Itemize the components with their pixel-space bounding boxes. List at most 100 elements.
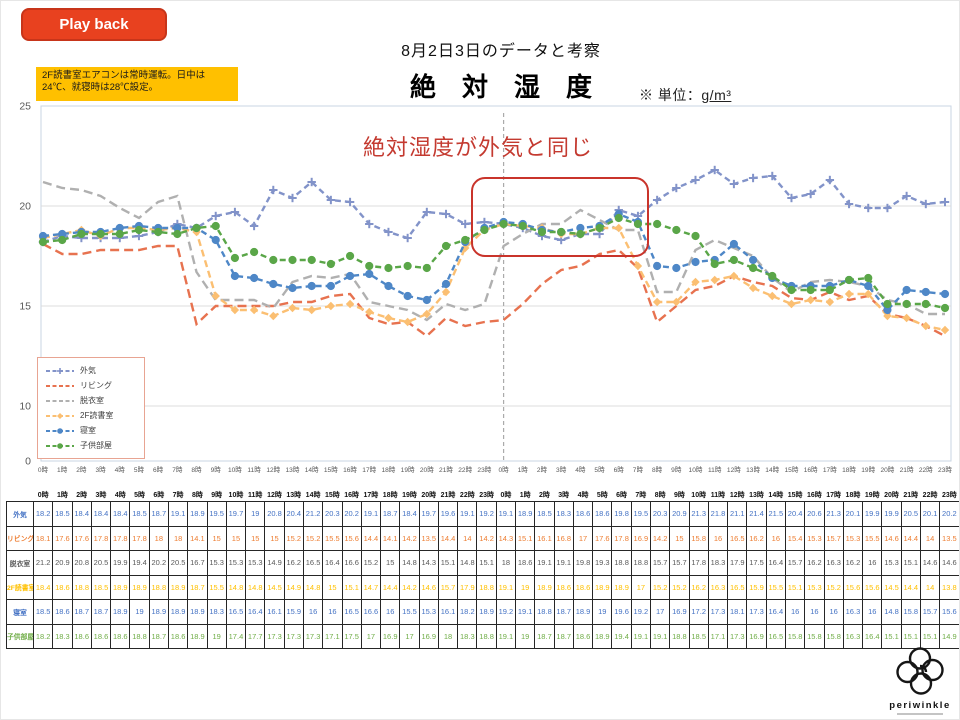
table-cell: 18.6 — [71, 623, 92, 649]
table-cell: 15.2 — [669, 574, 690, 600]
table-cell: 16.2 — [283, 550, 304, 576]
marker — [288, 283, 297, 293]
table-row-label: 子供部屋 — [6, 623, 34, 649]
x-tick-label: 8時 — [652, 466, 663, 474]
marker — [307, 255, 316, 265]
table-cell: 18.6 — [52, 599, 73, 625]
marker — [748, 283, 758, 293]
table-cell: 18 — [437, 623, 459, 649]
table-cell: 19.5 — [630, 501, 652, 527]
table-hour-header: 1時 — [56, 491, 68, 499]
table-cell: 16.8 — [553, 525, 574, 551]
legend-line-sample — [46, 367, 74, 374]
marker — [441, 241, 451, 251]
table-cell: 18.6 — [553, 574, 574, 600]
x-tick-label: 3時 — [556, 466, 567, 474]
table-row-2F読書室: 2F読書室 18.4 18.6 18.8 18.5 18.9 18.9 18.8 18.9 18.… — [6, 574, 959, 600]
table-row-label: 2F読書室 — [6, 574, 34, 600]
marker — [480, 225, 489, 235]
x-tick-label: 9時 — [671, 466, 682, 474]
table-cell: 14.4 — [380, 574, 401, 600]
table-cell: 18.9 — [592, 623, 613, 649]
table-cell: 15.7 — [649, 550, 671, 576]
table-cell: 15.5 — [206, 574, 227, 600]
x-tick-label: 19時 — [861, 466, 875, 474]
table-hour-header: 18時 — [382, 491, 398, 499]
table-cell: 17.3 — [727, 623, 748, 649]
table-cell: 18.9 — [572, 599, 594, 625]
table-cell: 14.8 — [399, 550, 420, 576]
table-cell: 15.3 — [804, 525, 825, 551]
table-hour-header: 0時 — [500, 491, 512, 499]
x-tick-label: 21時 — [439, 466, 453, 474]
table-cell: 18.3 — [206, 599, 227, 625]
table-cell: 16.5 — [727, 574, 748, 600]
table-cell: 18.8 — [534, 599, 555, 625]
marker — [307, 281, 316, 291]
table-cell: 19.7 — [418, 501, 439, 527]
table-cell: 18.6 — [90, 623, 112, 649]
x-tick-label: 14時 — [765, 466, 779, 474]
table-hour-header: 22時 — [459, 491, 475, 499]
table-cell: 16.4 — [245, 599, 266, 625]
legend-label: 外気 — [80, 366, 96, 375]
table-cell: 17.6 — [592, 525, 613, 551]
table-cell: 15.1 — [341, 574, 362, 600]
table-hour-header: 7時 — [635, 491, 647, 499]
legend-item-2F読書室: 2F読書室 — [45, 408, 137, 423]
table-cell: 16.4 — [765, 550, 786, 576]
legend-item-外気: 外気 — [45, 363, 137, 378]
play-back-button[interactable]: Play back — [21, 8, 167, 41]
play-back-label: Play back — [59, 16, 129, 33]
x-tick-label: 2時 — [537, 466, 548, 474]
table-cell: 14.8 — [302, 574, 324, 600]
table-cell: 19.1 — [649, 623, 671, 649]
table-cell: 20.5 — [90, 550, 112, 576]
legend-label: 2F読書室 — [80, 411, 114, 420]
table-cell: 18.8 — [669, 623, 690, 649]
marker — [365, 307, 374, 317]
table-cell: 14 — [919, 574, 941, 600]
table-cell: 18.9 — [110, 599, 131, 625]
table-cell: 17.5 — [341, 623, 362, 649]
table-row-脱衣室: 脱衣室 21.2 20.9 20.8 20.5 19.9 19.4 20.2 20.5 16.7 1… — [6, 550, 959, 576]
x-tick-label: 6時 — [614, 466, 625, 474]
x-tick-label: 23時 — [938, 466, 952, 474]
marker — [768, 291, 777, 301]
table-hour-header: 19時 — [864, 491, 880, 499]
table-cell: 14.1 — [187, 525, 208, 551]
table-cell: 14.6 — [881, 525, 902, 551]
table-cell: 20.3 — [322, 501, 343, 527]
marker — [249, 305, 259, 315]
humidity-line-chart: 25 20 15 10 0 0時 1時 2時 3時 4時 5時 6時 7時 8時 9時 10時 11時 12時 13… — [19, 101, 952, 475]
table-hour-header: 8時 — [191, 491, 203, 499]
table-cell: 14.8 — [457, 550, 478, 576]
x-tick-label: 7時 — [172, 466, 183, 474]
marker — [729, 255, 738, 265]
marker — [768, 271, 777, 281]
table-cell: 13.5 — [939, 525, 959, 551]
marker — [115, 223, 124, 233]
table-cell: 16.1 — [534, 525, 555, 551]
table-cell: 18.9 — [534, 574, 555, 600]
marker — [633, 219, 643, 229]
table-hour-header: 10時 — [228, 491, 244, 499]
table-cell: 14.9 — [264, 550, 285, 576]
marker — [365, 261, 374, 271]
table-hour-header: 21時 — [440, 491, 456, 499]
legend-item-寝室: 寝室 — [45, 423, 137, 438]
table-hour-header: 6時 — [616, 491, 628, 499]
x-tick-label: 14時 — [305, 466, 319, 474]
table-cell: 14 — [457, 525, 478, 551]
table-cell: 21.2 — [302, 501, 324, 527]
table-cell: 19 — [515, 623, 536, 649]
table-cell: 14.2 — [399, 525, 420, 551]
x-tick-label: 11時 — [247, 466, 261, 474]
table-row-label: 脱衣室 — [6, 550, 34, 576]
table-cell: 15.1 — [515, 525, 536, 551]
table-cell: 19.9 — [110, 550, 131, 576]
x-tick-label: 22時 — [919, 466, 933, 474]
marker — [576, 229, 585, 239]
table-cell: 17 — [649, 599, 671, 625]
table-cell: 19 — [129, 599, 150, 625]
